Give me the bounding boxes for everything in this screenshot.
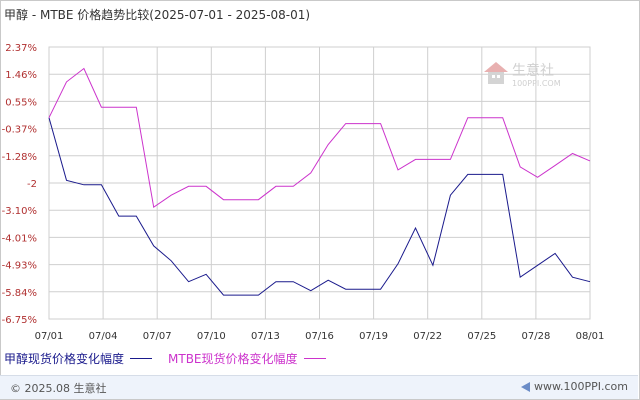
x-tick-label: 07/10 [197,331,226,342]
y-tick-label: -4.93% [2,261,37,272]
footer-bar: © 2025.08 生意社 www.100PPI.com [0,375,638,399]
y-tick-label: -2 [27,179,37,190]
y-tick-label: -3.10% [2,206,37,217]
x-tick-label: 07/01 [35,331,64,342]
y-tick-label: 0.55% [5,97,37,108]
y-tick-label: -4.01% [2,233,37,244]
y-tick-label: -0.37% [2,125,37,136]
x-tick-label: 08/01 [576,331,605,342]
chart-title: 甲醇 - MTBE 价格趋势比较(2025-07-01 - 2025-08-01… [4,8,311,22]
y-tick-label: -1.28% [2,152,37,163]
x-tick-label: 07/19 [359,331,388,342]
series-lines [48,67,591,296]
legend-label-methanol: 甲醇现货价格变化幅度 [4,352,125,366]
arrow-left-icon [521,381,531,392]
footer-site[interactable]: www.100PPI.com [521,380,628,393]
footer-site-link[interactable]: www.100PPI.com [534,380,628,393]
watermark-domain: 100PPI.COM [512,79,561,88]
x-tick-label: 07/22 [413,331,442,342]
y-tick-label: -5.84% [2,288,37,299]
watermark-logo: 生意社 100PPI.COM [484,62,561,88]
y-tick-label: -6.75% [2,315,37,326]
grid [48,46,591,320]
x-tick-label: 07/16 [305,331,334,342]
watermark-brand: 生意社 [512,62,554,79]
footer-copyright: © 2025.08 生意社 [10,382,107,395]
legend-swatch-mtbe [303,358,326,359]
x-tick-label: 07/07 [143,331,172,342]
x-tick-label: 07/28 [521,331,550,342]
series-line-mtbe [48,67,591,209]
x-tick-label: 07/04 [89,331,118,342]
y-tick-label: 2.37% [5,43,37,54]
x-tick-label: 07/13 [251,331,280,342]
y-tick-label: 1.46% [5,70,37,81]
y-axis-ticks: 2.37% 1.46% 0.55% -0.37% -1.28% -2 -3.10% -4.01… [2,43,37,326]
legend-swatch-methanol [130,358,153,359]
legend-item-methanol: 甲醇现货价格变化幅度 [4,350,153,367]
legend: 甲醇现货价格变化幅度 MTBE现货价格变化幅度 [4,350,342,367]
legend-label-mtbe: MTBE现货价格变化幅度 [168,352,298,366]
series-line-methanol [48,117,591,296]
legend-item-mtbe: MTBE现货价格变化幅度 [168,350,326,367]
house-icon [484,62,508,84]
x-tick-label: 07/25 [467,331,496,342]
x-axis-ticks: 07/01 07/04 07/07 07/10 07/13 07/16 07/19 07/22… [35,331,605,342]
